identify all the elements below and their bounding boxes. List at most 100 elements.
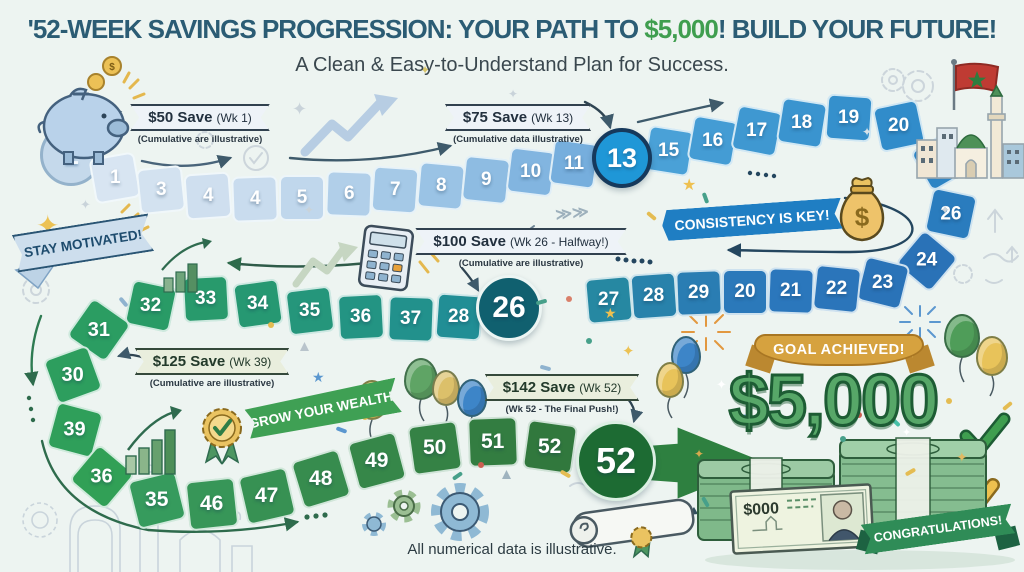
sparkle-icon: ✦ [940, 203, 951, 217]
dot-trail-icon [615, 170, 777, 265]
banknote-label: $000 [743, 500, 780, 519]
callout-week: (Wk 1) [216, 111, 252, 125]
board-cell-46: 46 [184, 476, 240, 532]
sparkle-icon: ✦ [622, 343, 635, 360]
confetti-icon [502, 470, 511, 479]
board-cell-36: 36 [336, 292, 386, 342]
board-cell-18: 18 [775, 96, 829, 150]
scroll-icon [569, 498, 695, 559]
sparkle-icon: ✦ [508, 87, 519, 101]
board-cell-35: 35 [126, 469, 188, 531]
board-cell-52-milestone: 52 [576, 421, 656, 501]
star-icon: ★ [604, 305, 617, 321]
callout-week52-ribbon: $142 Save (Wk 52) [485, 374, 640, 401]
goal-amount: $5,000 [727, 360, 940, 443]
board-cell-9: 9 [460, 154, 512, 206]
board-cell-22: 22 [811, 263, 863, 315]
callout-week13-ribbon: $75 Save (Wk 13) [445, 104, 591, 131]
callout-week: (Wk 52) [579, 381, 622, 395]
confetti-icon [478, 462, 484, 468]
page-title: '52-WEEK SAVINGS PROGRESSION: YOUR PATH … [0, 14, 1024, 45]
money-bag-icon: $ [839, 176, 885, 242]
board-cell-47: 47 [237, 466, 297, 526]
callout-week: (Wk 13) [531, 111, 574, 125]
board-cell-20: 20 [722, 269, 768, 315]
confetti-icon [586, 338, 592, 344]
callout-week39-ribbon: $125 Save (Wk 39) [135, 348, 290, 375]
callout-week52: $142 Save (Wk 52) (Wk 52 - The Final Push… [482, 374, 642, 415]
confetti-icon [566, 296, 572, 302]
banner-goal-achieved: GOAL ACHIEVED! [754, 334, 924, 366]
callout-amount: $142 Save [502, 379, 576, 396]
callout-amount: $50 Save [148, 109, 213, 126]
callout-week: (Wk 39) [229, 355, 272, 369]
balloon-icon [432, 370, 460, 406]
gears-icon [362, 483, 489, 541]
board-cell-37: 37 [387, 295, 435, 343]
confetti-icon [840, 436, 846, 442]
board-cell-7: 7 [370, 165, 420, 215]
balloon-icon [457, 379, 487, 417]
callout-note: (Cumulative are illustrative) [137, 134, 263, 145]
dot-trail-icon [26, 395, 328, 520]
board-cell-21: 21 [767, 267, 815, 315]
star-icon: ★ [312, 369, 325, 385]
callout-week26: $100 Save (Wk 26 - Halfway!) (Cumulative … [426, 228, 616, 269]
board-cell-34: 34 [232, 278, 284, 330]
board-cell-5: 5 [279, 175, 325, 221]
banknote-icon: $000 [729, 483, 875, 555]
callout-week13: $75 Save (Wk 13) (Cumulative data illustr… [438, 104, 598, 145]
sparkle-icon: ✦ [862, 125, 873, 139]
callout-note: (Cumulative data illustrative) [453, 134, 583, 145]
callout-week26-ribbon: $100 Save (Wk 26 - Halfway!) [415, 228, 626, 255]
svg-text:$: $ [109, 62, 115, 73]
board-cell-48: 48 [289, 447, 353, 511]
sparkle-icon: ✦ [956, 449, 968, 465]
callout-note: (Wk 52 - The Final Push!) [505, 404, 619, 415]
medal-icon [202, 408, 242, 465]
board-cell-13-milestone: 13 [592, 128, 652, 188]
board-cell-51: 51 [467, 416, 519, 468]
sparkle-icon: ✦ [716, 377, 727, 392]
confetti-icon [268, 322, 274, 328]
balloon-icon [944, 314, 980, 358]
sparkle-icon: ✦ [902, 427, 912, 439]
trend-arrow-sketch-icon [292, 94, 398, 288]
doodles-icon [22, 68, 1019, 487]
footer-disclaimer: All numerical data is illustrative. [407, 541, 617, 558]
bar-chart-icon [161, 238, 212, 293]
callout-amount: $125 Save [152, 353, 226, 370]
callout-note: (Cumulative are illustrative) [458, 258, 584, 269]
sparkle-icon: ✦ [420, 63, 431, 77]
growth-chart-icon [125, 406, 182, 475]
board-cell-4: 4 [231, 175, 279, 223]
board-cell-23: 23 [855, 255, 911, 311]
svg-text:$: $ [855, 202, 870, 232]
callout-note: (Cumulative are illustrative) [149, 378, 275, 389]
callout-week1-ribbon: $50 Save (Wk 1) [130, 104, 270, 131]
board-cell-29: 29 [675, 269, 723, 317]
board-cell-4: 4 [183, 171, 233, 221]
callout-week: (Wk 26 - Halfway!) [509, 235, 609, 249]
board-cell-50: 50 [406, 419, 464, 477]
callout-amount: $100 Save [433, 233, 506, 250]
board-cell-26: 26 [923, 186, 979, 242]
callout-amount: $75 Save [462, 109, 528, 126]
title-amount: $5,000 [644, 14, 719, 44]
calculator-icon [357, 224, 415, 292]
board-cell-52: 52 [521, 418, 579, 476]
board-cell-6: 6 [325, 170, 373, 218]
callout-week1: $50 Save (Wk 1) (Cumulative are illustrat… [120, 104, 280, 145]
chevrons-icon: ≫≫ [555, 204, 590, 224]
balloon-icon [976, 336, 1008, 376]
board-cell-35: 35 [284, 285, 336, 337]
board-cell-17: 17 [730, 104, 784, 158]
title-prefix: '52-WEEK SAVINGS PROGRESSION: YOUR PATH … [27, 14, 645, 44]
city-skyline-icon [916, 59, 1024, 179]
title-suffix: ! BUILD YOUR FUTURE! [717, 14, 998, 44]
page-subtitle: A Clean & Easy-to-Understand Plan for Su… [295, 54, 729, 76]
star-icon: ★ [682, 177, 697, 194]
balloon-icon [656, 362, 684, 398]
